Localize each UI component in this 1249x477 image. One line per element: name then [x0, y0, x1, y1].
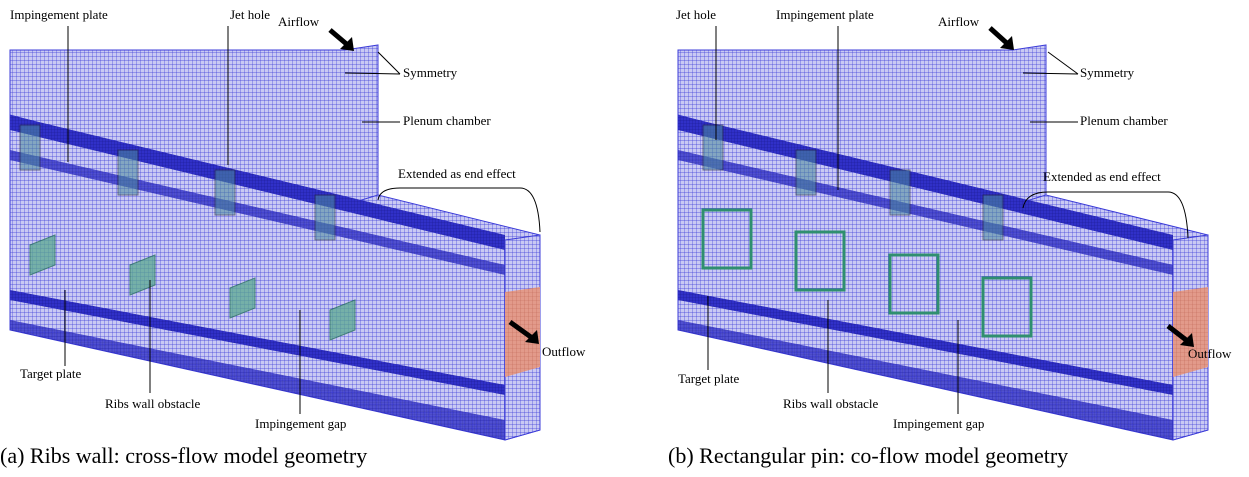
label: Airflow [278, 14, 320, 29]
label: Symmetry [403, 65, 458, 80]
label: Impingement gap [255, 416, 346, 431]
caption: (b) Rectangular pin: co-flow model geome… [668, 443, 1068, 468]
jet-hole [118, 150, 138, 195]
panel: Jet hole Impingement plate Airflow Symmetry… [668, 7, 1232, 468]
label: Outflow [542, 344, 586, 359]
jet-hole [890, 170, 910, 215]
label: Impingement plate [776, 7, 874, 22]
figure: Impingement plate Jet hole Airflow Symmetry… [0, 0, 1249, 477]
label: Ribs wall obstacle [105, 396, 201, 411]
label: Extended as end effect [398, 166, 516, 181]
label: Outflow [1188, 346, 1232, 361]
label: Plenum chamber [1080, 113, 1168, 128]
label: Symmetry [1080, 65, 1135, 80]
label: Extended as end effect [1043, 169, 1161, 184]
label: Jet hole [676, 7, 716, 22]
label: Airflow [938, 14, 980, 29]
jet-hole [20, 125, 40, 170]
jet-hole [703, 125, 723, 170]
jet-hole [983, 195, 1003, 240]
label: Impingement gap [893, 416, 984, 431]
label: Target plate [678, 371, 740, 386]
label: Ribs wall obstacle [783, 396, 879, 411]
jet-hole [315, 195, 335, 240]
jet-hole [796, 150, 816, 195]
panel: Impingement plate Jet hole Airflow Symmetry… [0, 7, 586, 468]
label: Jet hole [230, 7, 270, 22]
label: Target plate [20, 366, 82, 381]
label: Impingement plate [10, 7, 108, 22]
label: Plenum chamber [403, 113, 491, 128]
jet-hole [215, 170, 235, 215]
caption: (a) Ribs wall: cross-flow model geometry [0, 443, 367, 468]
